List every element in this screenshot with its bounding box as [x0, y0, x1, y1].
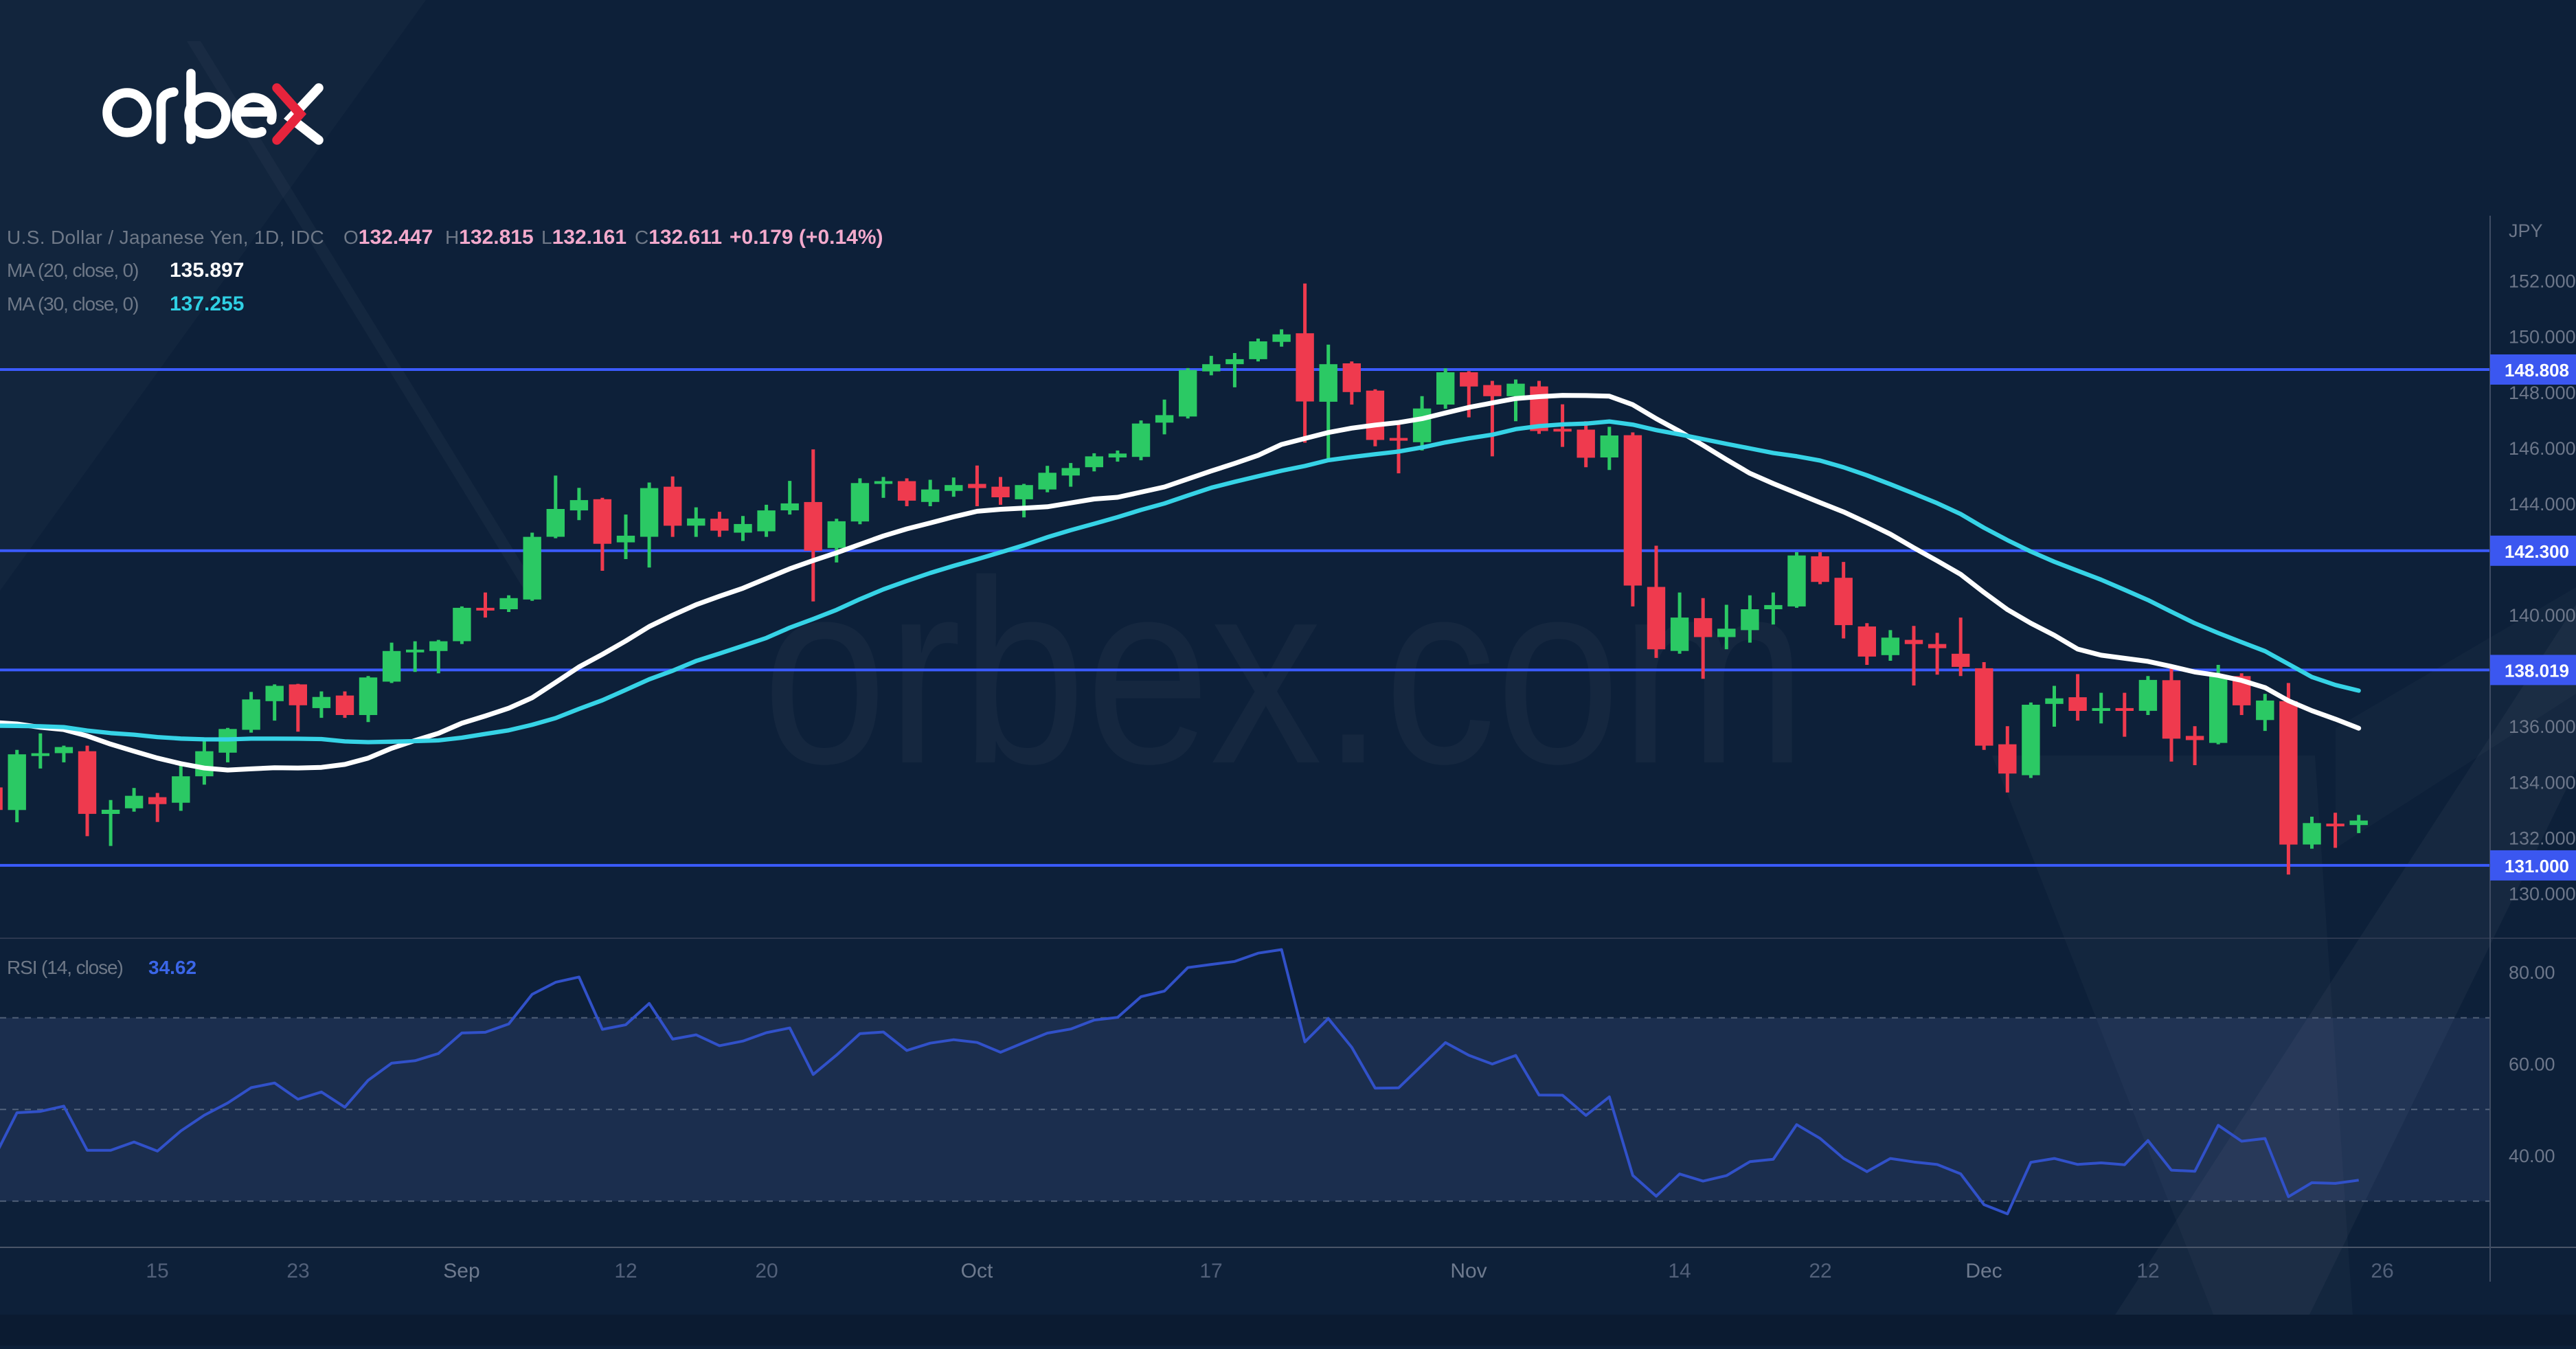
svg-text:137.255: 137.255	[170, 293, 244, 315]
svg-text:138.019: 138.019	[2505, 660, 2569, 681]
svg-text:15: 15	[146, 1260, 168, 1282]
svg-text:17: 17	[1199, 1260, 1222, 1282]
svg-text:144.000: 144.000	[2509, 494, 2576, 514]
svg-text:JPY: JPY	[2509, 220, 2543, 241]
svg-text:Sep: Sep	[443, 1260, 479, 1282]
svg-text:131.000: 131.000	[2505, 856, 2569, 876]
svg-text:146.000: 146.000	[2509, 438, 2576, 459]
svg-text:142.300: 142.300	[2505, 541, 2569, 562]
svg-text:26: 26	[2371, 1260, 2393, 1282]
svg-text:132.000: 132.000	[2509, 828, 2576, 848]
svg-text:Nov: Nov	[1450, 1260, 1487, 1282]
svg-text:MA (20, close, 0): MA (20, close, 0)	[7, 260, 138, 281]
svg-text:20: 20	[755, 1260, 778, 1282]
svg-text:Oct: Oct	[961, 1260, 993, 1282]
svg-text:Dec: Dec	[1965, 1260, 2002, 1282]
svg-text:152.000: 152.000	[2509, 271, 2576, 292]
svg-text:130.000: 130.000	[2509, 884, 2576, 905]
svg-text:148.000: 148.000	[2509, 383, 2576, 403]
svg-text:136.000: 136.000	[2509, 716, 2576, 737]
svg-text:MA (30, close, 0): MA (30, close, 0)	[7, 293, 138, 315]
svg-text:U.S. Dollar / Japanese Yen, 1D: U.S. Dollar / Japanese Yen, 1D, IDC	[7, 227, 324, 248]
svg-text:40.00: 40.00	[2509, 1146, 2555, 1166]
svg-text:134.000: 134.000	[2509, 772, 2576, 793]
svg-text:+0.179 (+0.14%): +0.179 (+0.14%)	[730, 226, 883, 249]
svg-text:140.000: 140.000	[2509, 605, 2576, 626]
svg-text:135.897: 135.897	[170, 259, 244, 282]
svg-text:23: 23	[286, 1260, 309, 1282]
svg-text:H132.815: H132.815	[445, 226, 534, 249]
svg-text:C132.611: C132.611	[635, 226, 722, 249]
svg-text:148.808: 148.808	[2505, 360, 2569, 381]
svg-text:150.000: 150.000	[2509, 327, 2576, 348]
svg-text:14: 14	[1668, 1260, 1691, 1282]
svg-text:22: 22	[1809, 1260, 1831, 1282]
svg-text:12: 12	[2136, 1260, 2159, 1282]
svg-text:L132.161: L132.161	[541, 226, 626, 249]
svg-text:orbex.com: orbex.com	[762, 526, 1807, 818]
svg-text:34.62: 34.62	[148, 957, 196, 978]
svg-text:80.00: 80.00	[2509, 962, 2555, 983]
svg-text:RSI (14, close): RSI (14, close)	[7, 957, 123, 978]
svg-text:60.00: 60.00	[2509, 1054, 2555, 1075]
svg-text:12: 12	[614, 1260, 637, 1282]
svg-text:O132.447: O132.447	[343, 226, 433, 249]
